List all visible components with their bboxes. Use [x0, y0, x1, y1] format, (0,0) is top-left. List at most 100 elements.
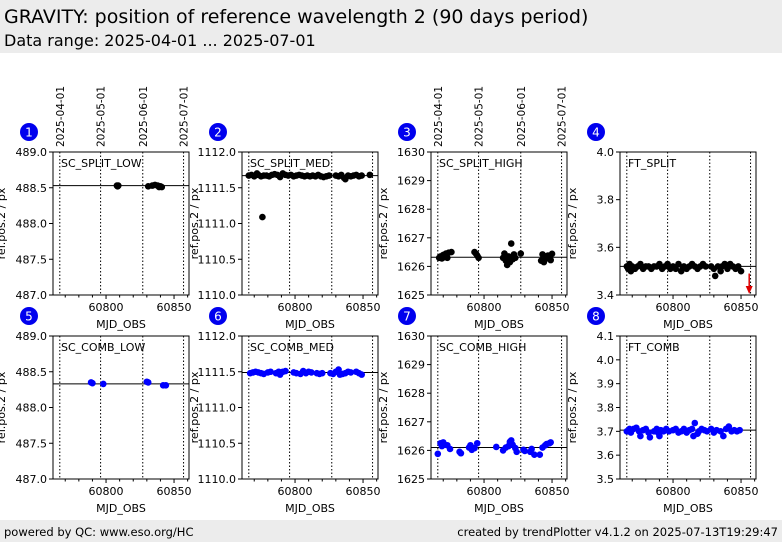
created-by: created by trendPlotter v4.1.2 on 2025-0…	[457, 525, 778, 539]
data-point	[335, 366, 342, 373]
y-tick-label: 3.8	[597, 402, 615, 415]
y-tick-label: 1626	[397, 260, 425, 273]
data-point	[473, 439, 481, 447]
data-point	[521, 447, 529, 455]
y-tick-label: 3.8	[597, 194, 615, 207]
x-axis-label: MJD_OBS	[663, 318, 713, 331]
plot-frame	[52, 151, 190, 296]
y-tick-label: 1630	[397, 146, 425, 159]
x-tick-label: 60850	[535, 301, 570, 314]
data-point	[318, 369, 326, 377]
panel-number-badge	[398, 307, 416, 325]
data-point	[547, 256, 554, 264]
x-tick-label: 60850	[535, 485, 570, 498]
x-tick-label: 60850	[157, 301, 192, 314]
y-tick-label: 1625	[397, 473, 425, 486]
data-point	[691, 419, 699, 427]
date-marker-label: 2025-06-01	[516, 86, 528, 147]
panel-title: SC_SPLIT_MED	[250, 157, 330, 170]
powered-by: powered by QC: www.eso.org/HC	[4, 525, 194, 539]
plot-frame	[430, 151, 568, 296]
x-axis-label: MJD_OBS	[96, 502, 146, 515]
y-tick-label: 1110.0	[198, 289, 237, 302]
data-point	[446, 445, 454, 453]
data-point	[536, 451, 544, 458]
y-axis-label: ref.pos.2 / px	[377, 187, 390, 259]
panel-title: SC_COMB_HIGH	[439, 341, 526, 354]
y-axis-label: ref.pos.2 / px	[0, 187, 8, 259]
y-tick-label: 1627	[397, 232, 425, 245]
y-tick-label: 3.6	[597, 449, 615, 462]
data-point	[547, 439, 554, 446]
data-point	[720, 432, 727, 440]
y-tick-label: 4.1	[597, 330, 615, 343]
panel-number: 5	[25, 310, 33, 324]
y-tick-label: 4.0	[597, 146, 615, 159]
y-tick-label: 1628	[397, 387, 425, 400]
data-point	[308, 369, 315, 376]
data-point	[471, 444, 478, 452]
y-tick-label: 1111.0	[198, 402, 237, 415]
y-tick-label: 487.0	[16, 289, 48, 302]
y-tick-label: 1111.5	[198, 182, 237, 195]
x-tick-label: 60800	[278, 485, 313, 498]
data-point	[100, 380, 107, 388]
x-tick-label: 60850	[346, 485, 381, 498]
panel-sc-comb-med: 6 SC_COMB_MED 1112.0 1111.5 1111.0 1110.5 1110…	[188, 307, 381, 515]
page-footer: powered by QC: www.eso.org/HC created by…	[0, 520, 782, 542]
y-tick-label: 1110.5	[198, 253, 237, 266]
y-tick-label: 1110.0	[198, 473, 237, 486]
x-tick-label: 60800	[656, 301, 691, 314]
data-point	[162, 382, 170, 389]
data-point	[711, 272, 719, 280]
panel-number-badge	[209, 307, 227, 325]
data-point	[114, 182, 122, 189]
x-tick-label: 60800	[278, 301, 313, 314]
y-axis-label: ref.pos.2 / px	[566, 187, 579, 259]
y-tick-label: 1625	[397, 289, 425, 302]
y-tick-label: 487.5	[16, 437, 48, 450]
panel-title: FT_SPLIT	[628, 157, 676, 170]
panel-number-badge	[587, 123, 605, 141]
panel-ft-split: 4 FT_SPLIT 4.0 3.8 3.6 3.4 60800 60850 MJD_OBS re…	[566, 123, 759, 331]
panel-number: 1	[25, 126, 33, 140]
panel-sc-split-high: 3 2025-04-01 2025-05-01 2025-06-01 2025-07-0…	[377, 86, 570, 331]
data-point	[358, 172, 365, 179]
panel-number: 3	[403, 126, 411, 140]
y-tick-label: 1112.0	[198, 330, 237, 343]
panel-sc-split-med: 2 SC_SPLIT_MED 1112.0 1111.5 1111.0 1110.5 111…	[188, 123, 381, 331]
y-tick-label: 489.0	[16, 330, 48, 343]
x-tick-label: 60850	[157, 485, 192, 498]
data-point	[656, 432, 663, 440]
data-point	[448, 248, 455, 256]
x-tick-label: 60800	[89, 485, 124, 498]
data-point	[517, 250, 525, 257]
y-axis-label: ref.pos.2 / px	[188, 187, 201, 259]
date-marker-label: 2025-05-01	[474, 86, 486, 147]
x-tick-label: 60800	[467, 301, 502, 314]
data-point	[366, 171, 374, 179]
data-point	[475, 254, 482, 262]
data-point	[259, 213, 266, 221]
data-point	[646, 433, 654, 441]
panel-ft-comb: 8 FT_COMB 4.1 4.0 3.9 3.8 3.7 3.6 3.5 60800 60850 M…	[566, 307, 759, 515]
panel-number-badge	[587, 307, 605, 325]
y-tick-label: 1630	[397, 330, 425, 343]
x-axis-label: MJD_OBS	[285, 502, 335, 515]
data-point	[736, 426, 743, 434]
panel-title: FT_COMB	[628, 341, 680, 354]
data-point	[89, 379, 96, 387]
x-axis-label: MJD_OBS	[285, 318, 335, 331]
data-point	[737, 267, 745, 275]
data-point	[513, 448, 520, 456]
y-tick-label: 1626	[397, 444, 425, 457]
x-axis-label: MJD_OBS	[474, 502, 524, 515]
plot-frame	[619, 335, 757, 480]
data-range: Data range: 2025-04-01 ... 2025-07-01	[4, 31, 316, 50]
data-point	[548, 250, 556, 258]
data-point	[637, 432, 644, 440]
data-point	[282, 367, 289, 375]
date-marker-label: 2025-06-01	[138, 86, 150, 147]
plot-frame	[619, 151, 757, 296]
y-tick-label: 1628	[397, 203, 425, 216]
